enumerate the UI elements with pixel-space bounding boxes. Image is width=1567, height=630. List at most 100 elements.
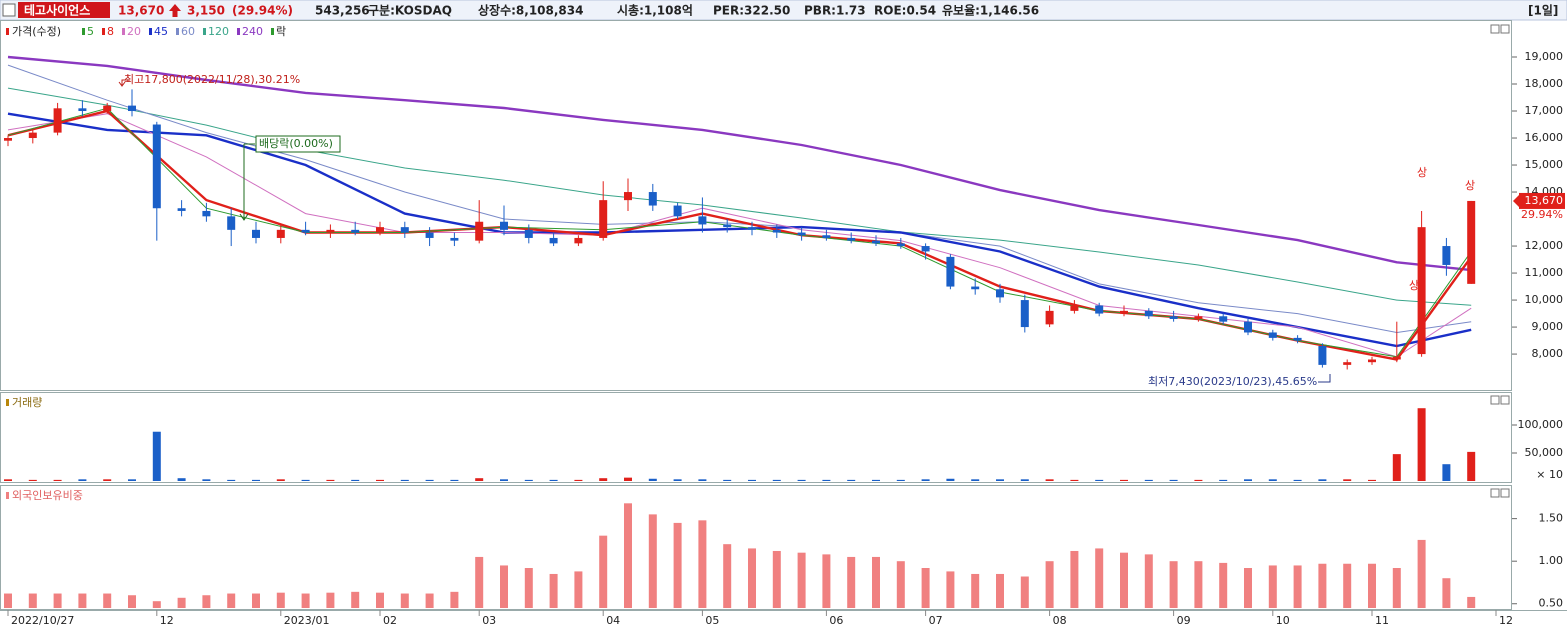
candle-body [450,237,459,241]
panel-button[interactable] [1500,395,1510,405]
y-tick-label: 1.50 [1539,512,1564,525]
bar [376,479,384,481]
bar [326,479,335,481]
panel-button[interactable] [1490,488,1500,498]
bar [1045,561,1054,608]
annotation: 상 [1465,179,1475,192]
candle-body [971,286,980,290]
candle-body [4,138,12,141]
x-tick-label: 2022/10/27 [11,614,74,627]
bar [202,479,211,481]
legend-title: 가격(수정) [12,25,61,38]
bar [971,573,980,608]
bar [1144,479,1153,481]
moving-average-line [7,112,1472,348]
bar [425,479,434,481]
candle-body [896,243,905,247]
bar [723,479,732,481]
annotation: 배당락(0.00%) [259,137,333,150]
bar [1293,479,1302,481]
y-tick-label: 10,000 [1525,293,1564,306]
legend-swatch [203,28,206,35]
bar [574,571,583,608]
candle-body [1169,316,1178,319]
candle-body [1442,246,1451,265]
annotation: 상 [1409,279,1419,292]
x-tick-label: 09 [1177,614,1191,627]
bar [1169,479,1178,481]
name-box[interactable] [18,2,110,18]
volume: 543,256 [315,4,370,18]
candle-body [425,232,434,238]
candle-body [624,192,632,201]
panel-button[interactable] [1500,24,1510,34]
bar [252,593,260,608]
bar [103,593,112,608]
bar [1392,454,1401,481]
candle-body [1268,332,1277,338]
panel-title: 외국인보유비중 [12,489,83,502]
bar [574,479,583,481]
bar [723,544,732,608]
shares: 상장수:8,108,834 [478,3,583,18]
bar [351,591,360,608]
bar [946,571,955,608]
y-tick-label: 100,000 [1518,418,1564,431]
moving-average-line [7,64,1472,334]
bar [28,593,37,608]
candle-body [772,229,781,233]
panel-swatch [6,492,9,499]
bar [1070,550,1079,608]
bar [599,478,608,481]
candle-body [1120,310,1128,314]
legend-swatch [102,28,105,35]
candle-body [1417,227,1426,355]
panel-button[interactable] [1490,395,1500,405]
bar [152,601,161,608]
bar [400,593,409,608]
checkbox[interactable] [2,3,16,17]
candle-body [252,229,260,238]
bar [53,593,62,608]
bar [1045,479,1054,481]
bar [376,592,384,608]
market: 구분:KOSDAQ [368,4,452,18]
legend-swatch [176,28,179,35]
panel-button[interactable] [1490,24,1500,34]
price-marker: 13,670 [1525,194,1564,207]
bar [500,479,508,481]
x-tick-label: 11 [1375,614,1389,627]
x-tick-label: 04 [606,614,620,627]
bar [1144,554,1153,608]
price-marker-box [1519,192,1565,209]
legend-swatch [122,28,125,35]
bar [1442,578,1451,608]
bar [177,597,186,608]
reserve: 유보율:1,146.56 [942,4,1039,18]
period[interactable]: [1일] [1528,4,1558,18]
candle-body [1194,316,1203,319]
x-tick-label: 2023/01 [284,614,330,627]
candle-body [996,289,1004,298]
bar [227,593,236,608]
legend-label: 락 [276,25,286,38]
candle-body [475,221,484,241]
roe: ROE:0.54 [874,4,936,18]
y-tick-label: 9,000 [1532,320,1564,333]
candle-body [1318,345,1327,365]
bar [549,573,558,608]
bar [227,479,236,481]
candle-body [376,227,384,233]
bar [748,548,756,608]
bar [177,478,186,481]
panel-button[interactable] [1500,488,1510,498]
legend-label: 120 [208,25,229,38]
x-tick-label: 07 [929,614,943,627]
bar [500,565,508,608]
bar [971,479,980,481]
candle-body [797,232,806,236]
bar [748,479,756,481]
candle-body [1144,310,1153,317]
candle-body [1070,305,1079,311]
bar [822,554,831,608]
